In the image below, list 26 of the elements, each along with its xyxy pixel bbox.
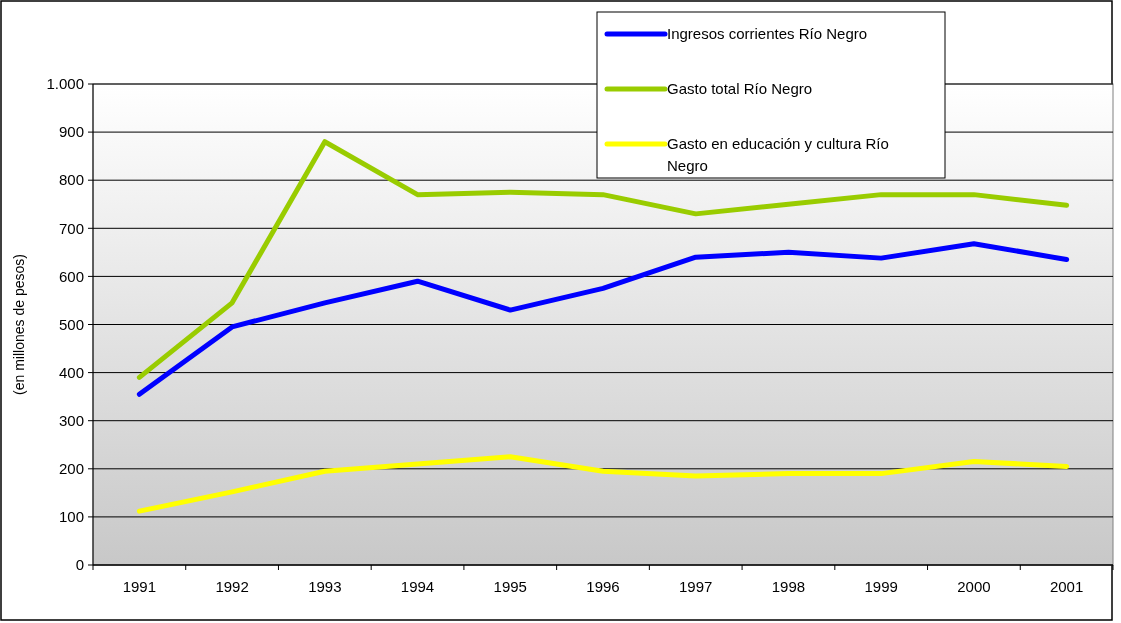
x-tick-label: 2001 — [1049, 578, 1084, 595]
y-tick-label: 200 — [58, 460, 84, 478]
legend-label: Ingresos corrientes Río Negro — [667, 25, 868, 43]
x-tick-label: 1995 — [493, 578, 527, 595]
y-tick-label: 500 — [58, 315, 84, 333]
x-tick-label: 1993 — [308, 578, 342, 595]
x-tick-label: 2000 — [957, 578, 991, 595]
y-tick-label: 100 — [58, 508, 84, 526]
legend-label: Gasto total Río Negro — [667, 80, 813, 98]
x-tick-label: 1997 — [679, 578, 713, 595]
x-tick-label: 1996 — [586, 578, 620, 595]
x-tick-label: 1999 — [864, 578, 898, 595]
y-tick-label: 900 — [58, 123, 84, 141]
x-tick-label: 1998 — [771, 578, 806, 595]
y-tick-label: 700 — [58, 219, 84, 237]
x-tick-label: 1992 — [215, 578, 249, 595]
y-tick-label: 0 — [75, 556, 84, 574]
y-tick-label: 1.000 — [46, 75, 84, 93]
y-tick-label: 300 — [58, 411, 84, 429]
y-tick-label: 800 — [58, 171, 84, 189]
y-tick-label: 400 — [58, 363, 84, 381]
x-tick-label: 1994 — [400, 578, 435, 595]
legend-label: Gasto en educación y cultura Río Negro — [667, 135, 889, 175]
x-tick-label: 1991 — [122, 578, 157, 595]
y-axis-title: (en millones de pesos) — [11, 254, 27, 395]
y-tick-label: 600 — [58, 267, 84, 285]
